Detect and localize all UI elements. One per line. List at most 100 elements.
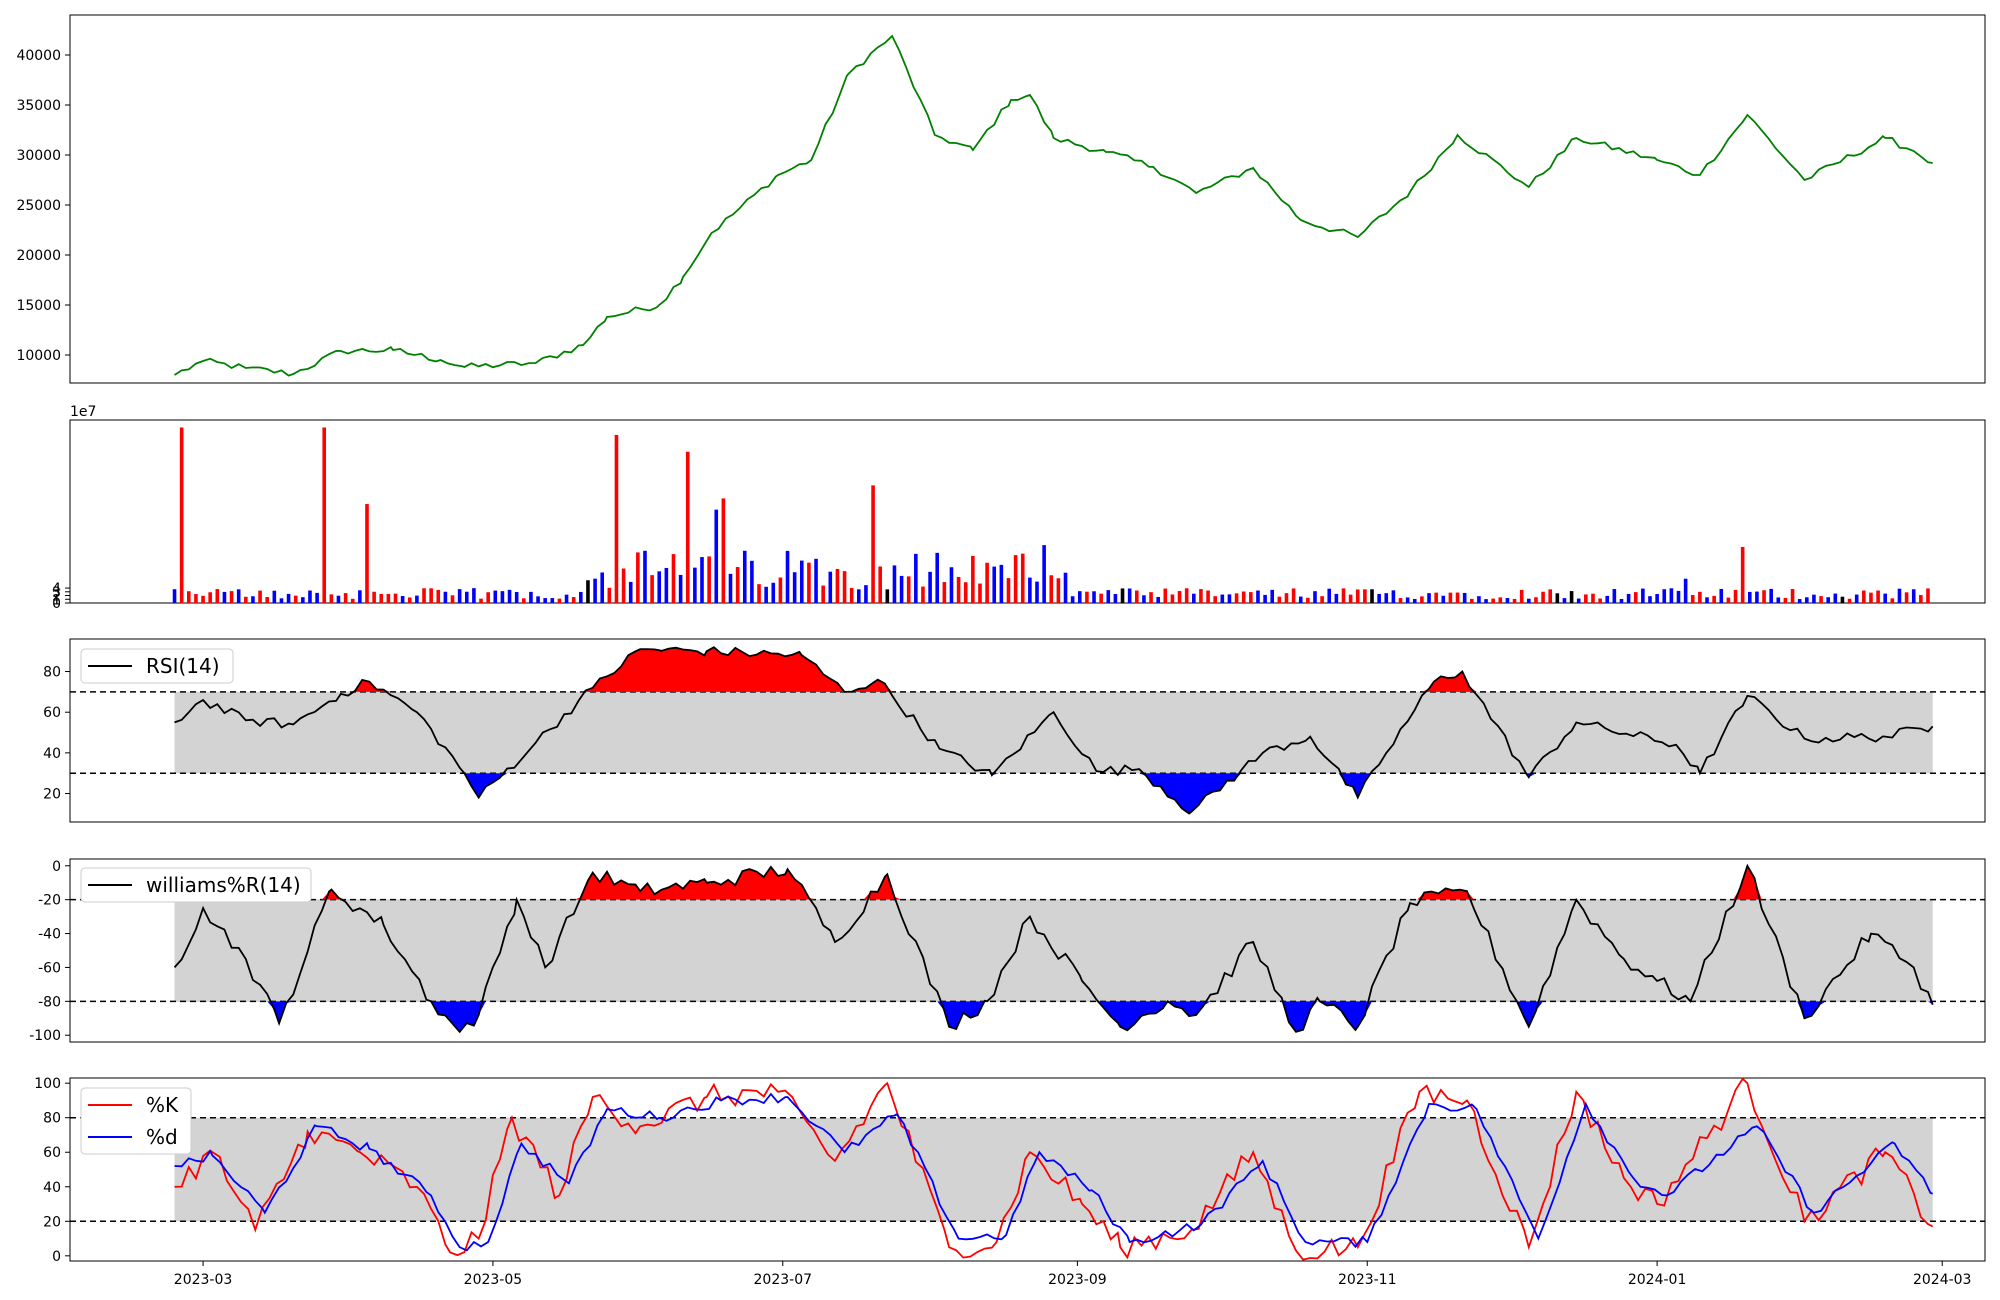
volume-bar <box>279 598 284 603</box>
volume-bar <box>914 553 918 603</box>
volume-bar <box>1676 590 1681 603</box>
volume-bar <box>757 584 761 603</box>
volume-bar <box>1626 593 1631 603</box>
volume-bar <box>343 593 348 603</box>
volume-bar <box>379 593 384 603</box>
volume-bar <box>1612 589 1617 603</box>
d-series-line <box>174 1092 1933 1252</box>
volume-ytick-label: 2 <box>52 589 61 605</box>
williams-legend: williams%R(14) <box>80 867 312 903</box>
volume-bar <box>1733 589 1738 603</box>
volume-bar <box>1897 588 1902 603</box>
volume-bar <box>301 597 305 603</box>
volume-bar <box>1633 592 1638 603</box>
volume-bar <box>849 587 854 603</box>
volume-bar <box>393 593 398 603</box>
volume-bar <box>1883 593 1888 603</box>
volume-bar <box>828 571 833 603</box>
k-legend-label: %K <box>146 1093 179 1117</box>
volume-bar <box>1805 597 1809 603</box>
williams-ytick-label: -20 <box>38 893 61 909</box>
volume-bar <box>593 578 597 603</box>
volume-bar <box>614 434 619 603</box>
volume-bar <box>201 595 205 603</box>
volume-bar <box>1056 578 1061 603</box>
volume-bar <box>1320 596 1324 603</box>
williams-ytick-label: 0 <box>52 859 61 875</box>
volume-bar <box>1070 596 1075 603</box>
volume-bar <box>1740 546 1745 603</box>
volume-bar <box>358 590 362 603</box>
volume-bar <box>1035 581 1039 603</box>
volume-bar <box>814 558 818 603</box>
volume-bar <box>286 593 291 603</box>
volume-bar <box>1569 591 1574 603</box>
volume-bar <box>422 588 426 603</box>
volume-bar <box>1690 595 1695 603</box>
volume-bar <box>329 594 334 603</box>
volume-bar <box>1619 598 1624 603</box>
oversold-fill <box>174 1001 1933 1032</box>
volume-bar <box>557 598 562 603</box>
price-ytick-label: 15000 <box>16 298 61 314</box>
volume-bar <box>1013 555 1018 603</box>
volume-bar <box>493 590 498 603</box>
volume-bar <box>1177 591 1182 603</box>
volume-bar <box>1833 593 1838 603</box>
price-ytick-label: 20000 <box>16 248 61 264</box>
volume-bar <box>1862 590 1866 603</box>
volume-bar <box>386 593 391 603</box>
volume-bar <box>1327 588 1332 603</box>
rsi-panel: 20 40 60 80 <box>43 638 1986 823</box>
volume-bar <box>550 598 555 603</box>
volume-bar <box>1006 578 1011 603</box>
volume-bar <box>222 591 227 603</box>
volume-bar <box>1783 597 1788 603</box>
williams-ytick-label: -100 <box>29 1028 61 1044</box>
volume-frame <box>69 419 1986 604</box>
volume-bar <box>1106 590 1111 603</box>
volume-bar <box>1755 591 1759 603</box>
volume-bar <box>1348 594 1353 603</box>
volume-bar <box>1099 593 1103 603</box>
volume-bar <box>1776 597 1781 603</box>
volume-bar <box>1206 590 1210 603</box>
price-ytick-label: 40000 <box>16 48 61 64</box>
volume-bar <box>308 590 312 603</box>
volume-bar <box>1355 589 1360 603</box>
volume-bar <box>1683 578 1688 603</box>
volume-bar <box>1869 592 1873 603</box>
volume-bar <box>1548 589 1553 603</box>
volume-bar <box>785 550 790 603</box>
volume-bar <box>1847 598 1852 603</box>
volume-bar <box>1042 545 1046 603</box>
volume-bar <box>693 567 697 603</box>
volume-bar <box>1498 597 1503 603</box>
volume-bar <box>1519 589 1524 603</box>
x-tick-label: 2024-03 <box>1913 1272 1972 1288</box>
volume-bar <box>536 596 540 603</box>
volume-bar <box>1655 594 1659 603</box>
volume-bar <box>1163 588 1168 603</box>
volume-bar <box>1726 597 1731 603</box>
volume-scale-label: 1e7 <box>70 404 96 420</box>
rsi-frame <box>69 638 1986 823</box>
volume-bar <box>671 554 676 603</box>
volume-bar <box>1277 596 1282 603</box>
volume-bar <box>778 577 783 603</box>
volume-bar <box>1077 591 1082 603</box>
rsi-legend-label: RSI(14) <box>146 654 220 678</box>
volume-bar <box>1398 598 1403 603</box>
volume-bar <box>407 597 412 603</box>
volume-bar <box>1142 595 1146 603</box>
volume-bar <box>1926 588 1930 603</box>
volume-bar <box>735 567 740 603</box>
stochastic-ytick-label: 20 <box>43 1214 61 1230</box>
volume-bar <box>1797 599 1802 603</box>
volume-bar <box>1241 591 1246 603</box>
volume-bar <box>1904 592 1909 603</box>
volume-bar <box>821 585 825 603</box>
volume-bar <box>1341 588 1346 603</box>
volume-bar <box>857 589 861 603</box>
volume-bar <box>486 592 490 603</box>
